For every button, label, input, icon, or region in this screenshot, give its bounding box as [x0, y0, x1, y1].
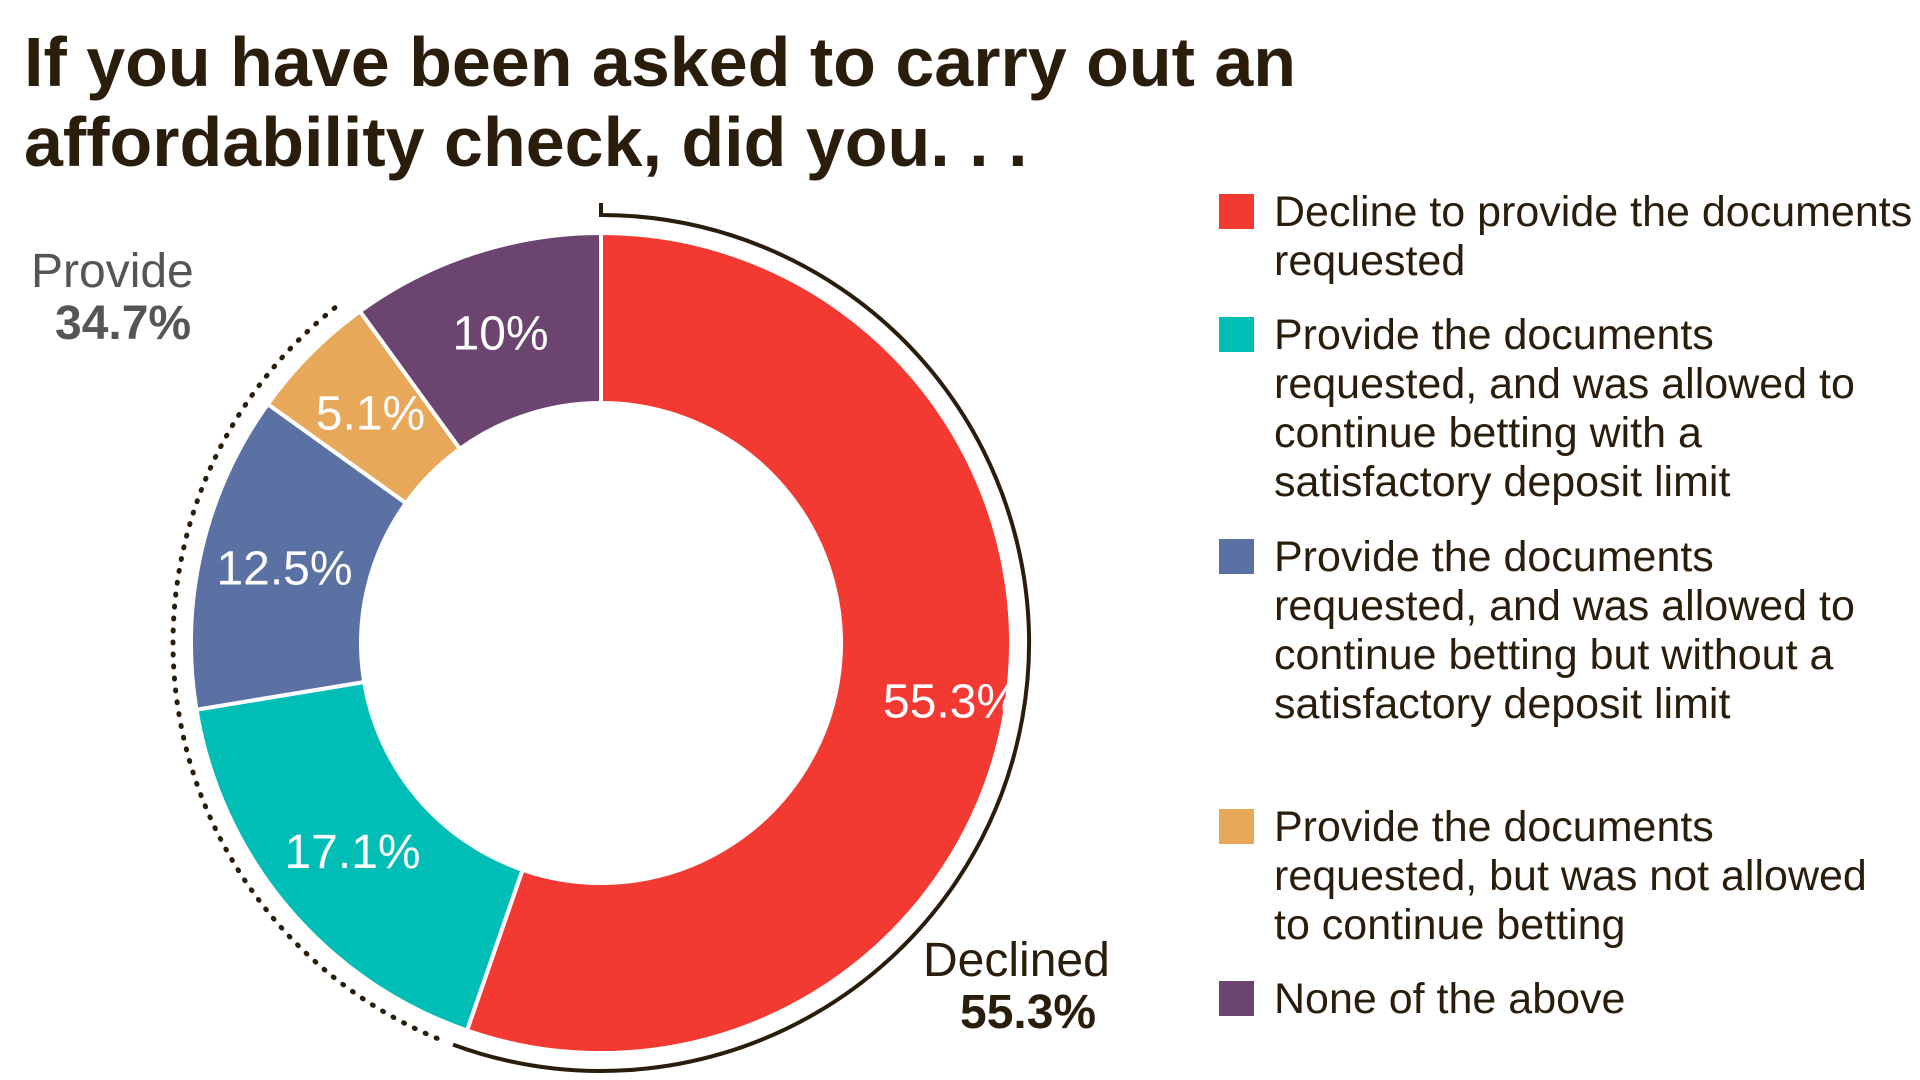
legend-label: Provide the documents requested, and was…: [1274, 311, 1855, 506]
declined-group-label: Declined 55.3%: [923, 935, 1110, 1039]
slice-label-5: 10%: [453, 307, 549, 360]
provide-label: Provide: [31, 245, 194, 298]
slice-5: [357, 230, 603, 452]
slice-label-3: 12.5%: [216, 543, 352, 596]
slice-3: [189, 401, 409, 712]
declined-bracket-arc: [452, 203, 1031, 1073]
legend-swatch: [1219, 317, 1254, 352]
slice-2: [194, 679, 526, 1034]
legend-swatch: [1219, 194, 1254, 229]
legend-item: Provide the documents requested, and was…: [1219, 311, 1914, 507]
legend-item: None of the above: [1219, 975, 1914, 1024]
declined-value: 55.3%: [960, 986, 1097, 1039]
declined-label: Declined: [923, 934, 1110, 987]
legend-swatch: [1219, 809, 1254, 844]
legend-label: None of the above: [1274, 975, 1626, 1023]
legend-swatch: [1219, 981, 1254, 1016]
title-line-1: If you have been asked to carry out an: [24, 23, 1297, 101]
slice-1: [464, 230, 1013, 1055]
provide-value: 34.7%: [55, 297, 192, 350]
legend-item: Provide the documents requested, and was…: [1219, 533, 1914, 729]
legend-label: Provide the documents requested, and was…: [1274, 533, 1855, 728]
slice-label-4: 5.1%: [316, 387, 425, 440]
legend-label: Provide the documents requested, but was…: [1274, 803, 1867, 949]
title-line-2: affordability check, did you. . .: [24, 103, 1028, 181]
slice-label-2: 17.1%: [284, 826, 420, 879]
legend-item: Decline to provide the documents request…: [1219, 188, 1914, 286]
chart-title: If you have been asked to carry out an af…: [24, 22, 1524, 182]
legend-item: Provide the documents requested, but was…: [1219, 803, 1914, 950]
legend-swatch: [1219, 539, 1254, 574]
slice-label-1: 55.3%: [883, 675, 1019, 728]
legend-label: Decline to provide the documents request…: [1274, 188, 1913, 285]
provide-group-label: Provide 34.7%: [31, 246, 194, 350]
